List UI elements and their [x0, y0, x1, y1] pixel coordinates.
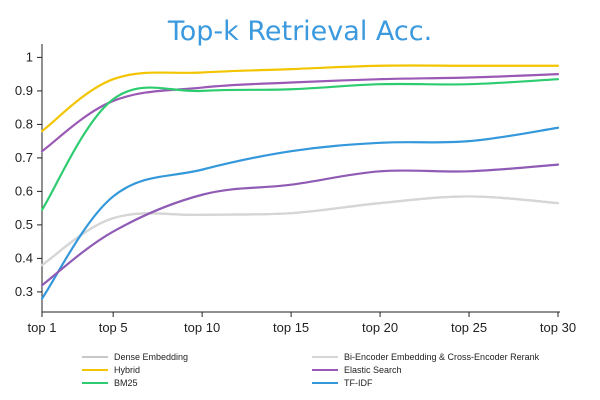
legend-label: Dense Embedding [114, 352, 188, 362]
y-tick-label: 0.6 [15, 183, 33, 198]
x-tick-label: top 15 [273, 320, 309, 335]
legend-label: Hybrid [114, 365, 140, 375]
series-line-6 [40, 163, 560, 287]
x-axis-ticks: top 1 top 5 top 10 top 15 top 20 top 25 top 30 [28, 312, 576, 335]
x-tick-label: top 5 [99, 320, 128, 335]
x-tick-label: top 30 [540, 320, 576, 335]
y-tick-label: 0.8 [15, 116, 33, 131]
chart-title: Top-k Retrieval Acc. [167, 16, 432, 47]
series-line-5 [40, 126, 560, 300]
x-tick-label: top 10 [184, 320, 220, 335]
legend: Dense Embedding Hybrid BM25 Bi-Encoder Embe… [82, 352, 540, 388]
y-tick-label: 0.7 [15, 150, 33, 165]
series-lines [40, 64, 560, 300]
legend-label: TF-IDF [344, 378, 373, 388]
y-axis-ticks: 0.3 0.4 0.5 0.6 0.7 0.8 0.9 1 [15, 49, 42, 299]
series-line-0 [40, 195, 560, 267]
series-line-1 [40, 195, 560, 267]
x-tick-label: top 25 [451, 320, 487, 335]
series-line-4 [40, 78, 560, 211]
y-tick-label: 0.4 [15, 250, 33, 265]
legend-label: Elastic Search [344, 365, 402, 375]
legend-label: BM25 [114, 378, 138, 388]
x-tick-label: top 1 [28, 320, 57, 335]
axes [41, 44, 560, 313]
series-line-2 [40, 64, 560, 133]
legend-label: Bi-Encoder Embedding & Cross-Encoder Rer… [344, 352, 540, 362]
y-tick-label: 1 [26, 49, 33, 64]
y-tick-label: 0.3 [15, 284, 33, 299]
y-tick-label: 0.9 [15, 83, 33, 98]
y-tick-label: 0.5 [15, 217, 33, 232]
x-tick-label: top 20 [362, 320, 398, 335]
series-line-3 [40, 73, 560, 153]
